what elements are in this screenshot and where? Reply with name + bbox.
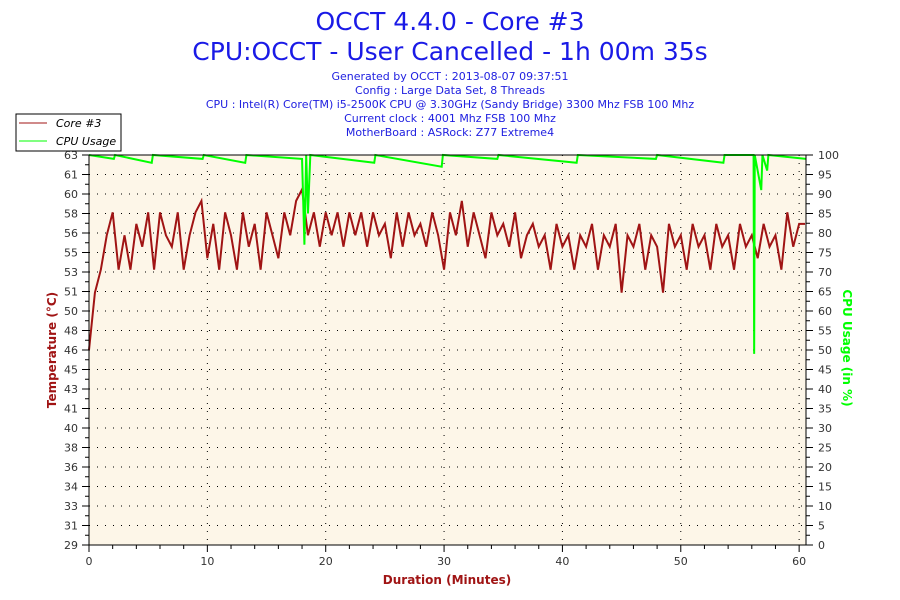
chart-title: OCCT 4.4.0 - Core #3 [316, 7, 585, 36]
y-right-tick-label: 30 [818, 422, 832, 435]
y-right-tick-label: 10 [818, 500, 832, 513]
y-left-tick-label: 31 [64, 520, 78, 533]
y-right-tick-label: 5 [818, 520, 825, 533]
y-left-tick-label: 41 [64, 403, 78, 416]
x-tick-label: 60 [792, 555, 806, 568]
y-right-tick-label: 55 [818, 325, 832, 338]
y-left-tick-label: 60 [64, 188, 78, 201]
y-right-tick-label: 100 [818, 149, 839, 162]
y-left-tick-label: 61 [64, 169, 78, 182]
legend-label-cpu: CPU Usage [56, 135, 116, 148]
y-left-tick-label: 29 [64, 539, 78, 552]
x-tick-label: 20 [319, 555, 333, 568]
x-tick-label: 40 [555, 555, 569, 568]
info-cpu: CPU : Intel(R) Core(TM) i5-2500K CPU @ 3… [206, 98, 694, 111]
y-right-tick-label: 65 [818, 286, 832, 299]
y-right-tick-label: 25 [818, 442, 832, 455]
y-right-tick-label: 50 [818, 344, 832, 357]
y-right-tick-label: 35 [818, 403, 832, 416]
y-left-axis-title: Temperature (°C) [45, 292, 59, 408]
y-right-tick-label: 85 [818, 208, 832, 221]
x-tick-label: 50 [674, 555, 688, 568]
info-generated: Generated by OCCT : 2013-08-07 09:37:51 [331, 70, 568, 83]
y-right-tick-label: 60 [818, 305, 832, 318]
x-tick-label: 30 [437, 555, 451, 568]
x-tick-label: 10 [200, 555, 214, 568]
info-clock: Current clock : 4001 Mhz FSB 100 Mhz [344, 112, 556, 125]
y-right-tick-label: 75 [818, 247, 832, 260]
y-right-axis-title: CPU Usage (in %) [840, 289, 854, 406]
y-right-tick-label: 70 [818, 266, 832, 279]
y-left-tick-label: 40 [64, 422, 78, 435]
y-left-tick-label: 56 [64, 227, 78, 240]
y-left-tick-label: 58 [64, 208, 78, 221]
y-right-tick-label: 20 [818, 461, 832, 474]
y-left-tick-label: 33 [64, 500, 78, 513]
y-left-tick-label: 46 [64, 344, 78, 357]
y-right-tick-label: 45 [818, 364, 832, 377]
y-right-tick-label: 90 [818, 188, 832, 201]
y-left-tick-label: 63 [64, 149, 78, 162]
plot-border [88, 154, 807, 546]
y-left-tick-label: 53 [64, 266, 78, 279]
y-left-tick-label: 48 [64, 325, 78, 338]
y-left-tick-label: 43 [64, 383, 78, 396]
y-left-tick-label: 38 [64, 442, 78, 455]
y-right-tick-label: 40 [818, 383, 832, 396]
y-left-tick-label: 51 [64, 286, 78, 299]
plot-area [89, 155, 806, 545]
series-core3-line [88, 186, 806, 351]
x-axis-title: Duration (Minutes) [383, 573, 511, 587]
y-left-tick-label: 34 [64, 481, 78, 494]
legend: Core #3 CPU Usage [15, 113, 122, 152]
chart-subtitle: CPU:OCCT - User Cancelled - 1h 00m 35s [192, 37, 707, 66]
series-cpu-usage-line [88, 153, 807, 354]
info-motherboard: MotherBoard : ASRock: Z77 Extreme4 [346, 126, 554, 139]
y-left-tick-label: 36 [64, 461, 78, 474]
legend-label-core: Core #3 [56, 117, 101, 130]
y-left-tick-label: 55 [64, 247, 78, 260]
y-right-tick-label: 95 [818, 169, 832, 182]
y-right-tick-label: 80 [818, 227, 832, 240]
y-right-tick-label: 0 [818, 539, 825, 552]
y-left-tick-label: 45 [64, 364, 78, 377]
y-left-tick-label: 50 [64, 305, 78, 318]
x-tick-label: 0 [86, 555, 93, 568]
info-config: Config : Large Data Set, 8 Threads [355, 84, 545, 97]
y-right-tick-label: 15 [818, 481, 832, 494]
